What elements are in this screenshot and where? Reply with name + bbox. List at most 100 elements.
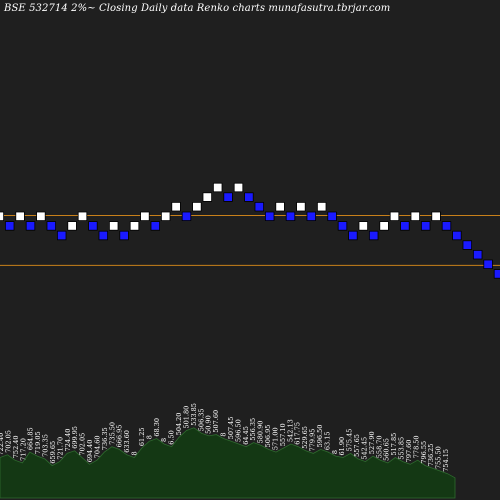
price-label: 702.05 <box>79 433 87 456</box>
price-label: 8 <box>331 450 339 454</box>
price-label: 529.65 <box>301 426 309 449</box>
price-label: 527.90 <box>368 431 376 454</box>
price-label: 6.50 <box>168 430 176 444</box>
renko-brick-down <box>493 269 500 279</box>
price-label: 736.35 <box>101 427 109 450</box>
price-label: 724.40 <box>64 429 72 452</box>
price-label: 575.45 <box>346 429 354 452</box>
price-label: 719.05 <box>34 431 42 454</box>
price-label: 722.40 <box>0 433 5 456</box>
renko-brick-up <box>212 182 223 193</box>
price-label: 736.25 <box>427 444 435 467</box>
price-label: 699.95 <box>71 426 79 449</box>
renko-brick-down <box>452 230 462 241</box>
price-label: 501.80 <box>182 406 190 429</box>
renko-brick-down <box>5 221 15 231</box>
renko-brick-down <box>483 259 493 270</box>
price-label: 560.65 <box>383 438 391 461</box>
renko-brick-down <box>119 230 129 241</box>
price-label: 779.95 <box>309 429 317 452</box>
price-label: 506.35 <box>197 408 205 431</box>
renko-brick-up <box>160 211 171 222</box>
renko-brick-up <box>0 211 5 222</box>
renko-brick-up <box>431 211 441 222</box>
renko-brick-up <box>275 201 285 212</box>
renko-brick-up <box>296 201 306 212</box>
price-label: 50.90 <box>205 415 213 434</box>
price-label: 571.00 <box>271 427 279 450</box>
renko-brick-down <box>327 211 337 222</box>
renko-brick-up <box>192 201 202 212</box>
price-label: 557.65 <box>353 434 361 457</box>
price-label: 717.20 <box>19 438 27 461</box>
price-label: 755.50 <box>435 446 443 469</box>
renko-brick-up <box>67 221 77 231</box>
price-label: 507.60 <box>212 410 220 433</box>
price-label: 664.85 <box>27 427 35 450</box>
price-label: 542.45 <box>360 437 368 460</box>
price-label: 542.13 <box>286 419 294 442</box>
price-label: 558.70 <box>375 435 383 458</box>
renko-brick-down <box>462 240 473 250</box>
renko-brick-up <box>36 211 46 222</box>
renko-brick-down <box>244 192 254 202</box>
renko-brick-down <box>254 201 265 212</box>
renko-brick-up <box>358 221 369 231</box>
price-label: 596.50 <box>234 419 242 442</box>
renko-brick-up <box>410 211 421 222</box>
price-label: 703.35 <box>42 434 50 457</box>
renko-brick-down <box>150 221 161 231</box>
price-label: 721.70 <box>56 437 64 460</box>
price-label: 752.40 <box>12 435 20 458</box>
price-label: 61.25 <box>138 427 146 446</box>
renko-brick-down <box>285 211 296 222</box>
renko-brick-down <box>223 192 233 202</box>
volume-area <box>0 427 456 499</box>
price-label: 8 <box>131 451 139 455</box>
price-label: 778.50 <box>412 435 420 458</box>
renko-brick-up <box>389 211 400 222</box>
renko-brick-down <box>57 230 67 241</box>
price-label: 8 <box>220 432 228 436</box>
renko-brick-up <box>379 221 389 231</box>
renko-brick-up <box>77 211 88 222</box>
price-label: 702.05 <box>4 430 12 453</box>
renko-brick-down <box>472 249 483 260</box>
price-label: 797.60 <box>405 440 413 463</box>
price-label: 556.35 <box>249 418 257 441</box>
price-label: 517.85 <box>390 433 398 456</box>
price-label: 533.85 <box>190 403 198 426</box>
price-label: 553.85 <box>398 437 406 460</box>
price-label: 507.45 <box>227 417 235 440</box>
renko-brick-down <box>88 221 98 231</box>
price-label: 666.95 <box>116 425 124 448</box>
price-label: 735.50 <box>108 422 116 445</box>
price-label: 796.55 <box>420 441 428 464</box>
price-label: 580.90 <box>257 421 265 444</box>
price-label: 596.50 <box>316 425 324 448</box>
price-label: 704.60 <box>93 435 101 458</box>
renko-brick-up <box>202 192 213 202</box>
price-label: 63.15 <box>323 431 331 450</box>
price-label: 506.95 <box>264 425 272 448</box>
price-label: 504.20 <box>175 413 183 436</box>
price-label: 61.90 <box>338 437 346 456</box>
renko-brick-down <box>46 221 57 231</box>
renko-brick-down <box>264 211 275 222</box>
renko-brick-up <box>109 221 119 231</box>
price-label: 694.40 <box>86 440 94 463</box>
renko-brick-down <box>420 221 431 231</box>
price-label: 557.10 <box>279 423 287 446</box>
renko-brick-up <box>171 201 181 212</box>
price-label: 754.15 <box>442 449 450 472</box>
price-label: 64.45 <box>242 426 250 445</box>
price-label: 8 <box>145 435 153 439</box>
renko-brick-down <box>181 211 192 222</box>
renko-brick-down <box>400 221 410 231</box>
renko-brick-down <box>348 230 358 241</box>
renko-brick-down <box>98 230 109 241</box>
renko-brick-down <box>441 221 452 231</box>
price-label: 8 <box>160 438 168 442</box>
